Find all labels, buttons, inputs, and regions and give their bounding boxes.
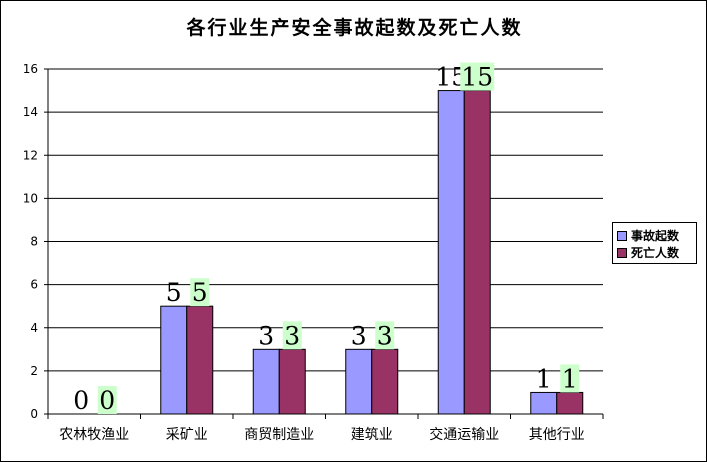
legend-swatch-series-2 xyxy=(617,247,627,258)
y-tick-label-0: 0 xyxy=(30,407,38,421)
data-label-2-6: 1 xyxy=(562,364,578,393)
data-label-1-3: 3 xyxy=(258,321,274,350)
data-label-1-6: 1 xyxy=(536,364,552,393)
legend-swatch-series-1 xyxy=(617,230,627,241)
y-tick-label-2: 4 xyxy=(30,321,38,335)
bar-1-5 xyxy=(437,90,465,415)
chart-title: 各行业生产安全事故起数及死亡人数 xyxy=(186,17,523,39)
x-tick-label-3: 商贸制造业 xyxy=(244,427,314,443)
y-tick-label-6: 12 xyxy=(23,148,38,162)
bar-1-3 xyxy=(252,348,280,415)
bar-1-6 xyxy=(530,391,558,415)
bar-1-4 xyxy=(345,348,373,415)
y-tick-label-5: 10 xyxy=(23,191,38,205)
data-label-1-4: 3 xyxy=(351,321,367,350)
data-label-bg-2-3 xyxy=(282,321,302,350)
legend-label-series-1: 事故起数 xyxy=(631,229,680,243)
data-label-2-2: 5 xyxy=(192,278,208,307)
data-label-bg-2-6 xyxy=(560,364,580,393)
x-tick-label-1: 农林牧渔业 xyxy=(59,427,129,443)
data-label-2-3: 3 xyxy=(284,321,300,350)
legend-label-series-2: 死亡人数 xyxy=(631,246,680,260)
bar-2-4 xyxy=(371,348,399,415)
data-label-bg-2-5 xyxy=(460,62,495,91)
data-label-bg-2-4 xyxy=(375,321,395,350)
data-label-bg-2-1 xyxy=(97,386,117,414)
x-tick-label-5: 交通运输业 xyxy=(429,426,499,443)
x-tick-label-2: 采矿业 xyxy=(166,427,208,443)
y-tick-label-4: 8 xyxy=(30,235,38,249)
data-label-bg-2-2 xyxy=(190,278,210,307)
legend-item-series-1: 事故起数 xyxy=(617,227,696,244)
bar-2-5 xyxy=(463,90,491,415)
bar-1-2 xyxy=(160,305,188,415)
data-label-2-1: 0 xyxy=(99,386,115,415)
data-label-1-2: 5 xyxy=(166,278,182,307)
bar-2-6 xyxy=(556,391,584,415)
data-label-2-4: 3 xyxy=(377,321,393,350)
bar-2-3 xyxy=(278,348,306,415)
y-tick-label-7: 14 xyxy=(23,105,38,119)
y-tick-label-1: 2 xyxy=(30,364,38,378)
bar-2-2 xyxy=(186,305,214,415)
y-tick-label-8: 16 xyxy=(23,62,38,76)
x-tick-label-4: 建筑业 xyxy=(351,427,393,443)
x-tick-label-6: 其他行业 xyxy=(529,427,585,443)
chart-legend: 事故起数 死亡人数 xyxy=(612,222,697,264)
y-tick-label-3: 6 xyxy=(30,278,38,292)
data-label-1-1: 0 xyxy=(73,386,89,415)
legend-item-series-2: 死亡人数 xyxy=(617,244,696,261)
data-label-2-5: 15 xyxy=(461,63,493,92)
